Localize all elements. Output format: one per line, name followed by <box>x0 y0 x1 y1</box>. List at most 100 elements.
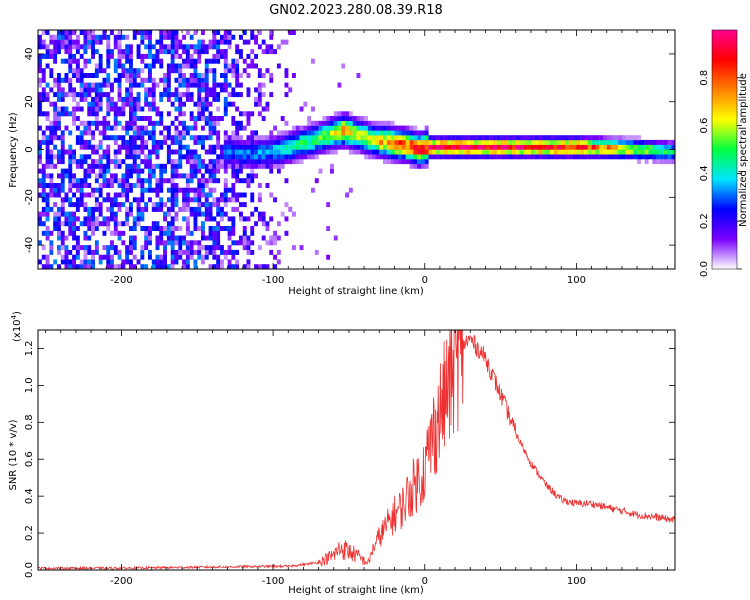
spectrogram-cell <box>106 73 111 78</box>
spectrogram-cell <box>383 135 387 141</box>
spectrogram-cell <box>405 130 410 136</box>
spectrogram-cell <box>254 159 258 165</box>
spectrogram-cell <box>235 168 240 174</box>
spectrogram-cell <box>580 135 585 141</box>
spectrogram-cell <box>637 139 641 145</box>
spectrogram-cell <box>144 163 149 169</box>
spectrogram-cell <box>144 144 149 150</box>
spectrogram-cell <box>618 139 622 145</box>
spectrogram-cell <box>462 135 467 141</box>
spectrogram-cell <box>87 192 92 198</box>
spectrogram-cell <box>151 106 156 112</box>
spectrogram-cell <box>367 125 372 131</box>
spectrogram-cell <box>223 87 228 93</box>
spectrogram-cell <box>428 154 433 160</box>
spectrogram-cell <box>618 154 622 160</box>
spectrogram-cell <box>254 173 258 179</box>
spectrogram-cell <box>159 96 164 102</box>
spectrogram-cell <box>94 125 99 131</box>
spectrogram-cell <box>129 249 133 255</box>
spectrogram-cell <box>201 226 205 231</box>
spectrogram-cell <box>125 49 130 55</box>
spectrogram-cell <box>189 116 194 121</box>
spectrogram-cell <box>269 249 274 255</box>
spectrogram-cell <box>417 135 422 141</box>
spectrogram-cell <box>307 135 312 141</box>
spectrogram-cell <box>83 125 88 131</box>
spectrogram-cell <box>504 135 509 141</box>
spectrogram-cell <box>197 254 202 260</box>
spectrogram-cell <box>220 159 224 165</box>
spectrogram-cell <box>185 125 190 131</box>
spectrogram-cell <box>257 68 262 74</box>
spectrogram-cell <box>185 44 190 50</box>
spectrogram-cell <box>405 135 410 141</box>
spectrogram-cell <box>257 144 262 150</box>
spectrogram-cell <box>185 221 190 227</box>
spectrogram-cell <box>542 154 547 160</box>
spectrogram-cell <box>185 130 190 136</box>
spectrogram-cell <box>102 173 107 179</box>
spectrogram-cell <box>163 230 167 236</box>
spectrogram-cell <box>125 87 130 93</box>
spectrogram-cell <box>307 149 312 155</box>
spectrogram-cell <box>148 187 152 193</box>
spectrogram-cell <box>311 149 315 155</box>
spectrogram-cell <box>178 235 183 241</box>
spectrogram-cell <box>38 144 42 150</box>
spectrogram-cell <box>144 235 149 241</box>
spectrogram-cell <box>94 149 99 155</box>
spectrogram-cell <box>193 216 198 222</box>
spectrogram-cell <box>182 44 186 50</box>
spectrogram-cell <box>125 192 130 198</box>
spectrogram-cell <box>371 139 376 145</box>
spectrogram-cell <box>83 216 88 222</box>
spectrogram-cell <box>246 154 251 160</box>
spectrogram-cell <box>201 125 205 131</box>
spectrogram-cell <box>193 173 198 179</box>
spectrogram-cell <box>314 130 319 136</box>
spectrogram-cell <box>129 240 133 246</box>
spectrogram-cell <box>257 163 262 169</box>
spectrogram-cell <box>223 77 228 83</box>
spectrogram-cell <box>113 125 118 131</box>
spectrogram-cell <box>485 139 490 145</box>
spectrogram-cell <box>292 149 296 155</box>
spectrogram-cell <box>68 30 73 35</box>
spectrogram-cell <box>246 149 251 155</box>
spectrogram-cell <box>144 139 149 145</box>
spectrogram-cell <box>182 125 186 131</box>
colorbar-ticks: 0.00.20.40.60.8 <box>699 70 742 277</box>
snr-y-tick-label: 0.6 <box>24 451 35 467</box>
spectrogram-cell <box>500 144 505 150</box>
spectrogram-cell <box>72 111 76 117</box>
spectrogram-cell <box>417 154 422 160</box>
spectrogram-cell <box>595 154 600 160</box>
spectrogram-cell <box>41 111 46 117</box>
spectrogram-cell <box>504 149 509 155</box>
spectrogram-cell <box>246 249 251 255</box>
spectrogram-cell <box>333 235 338 241</box>
spectrogram-cell <box>223 187 228 193</box>
spectrogram-cell <box>117 192 122 198</box>
spectrogram-cell <box>166 154 171 160</box>
spectrogram-cell <box>49 68 54 74</box>
spectrogram-cell <box>159 264 164 269</box>
spectrogram-cell <box>663 139 668 145</box>
spectrogram-cell <box>326 116 331 121</box>
spectrogram-cell <box>409 149 414 155</box>
spectrogram-cell <box>201 96 205 102</box>
spectrogram-cell <box>170 163 175 169</box>
spectrogram-cell <box>231 144 236 150</box>
spectrogram-cell <box>220 206 224 212</box>
spectrogram-cell <box>193 120 198 126</box>
spectrogram-cell <box>197 159 202 165</box>
spectrogram-cell <box>129 211 133 217</box>
spectrogram-cell <box>155 206 160 212</box>
spectrogram-cell <box>159 130 164 136</box>
spectrogram-cell <box>557 139 562 145</box>
spectrogram-cell <box>136 135 141 141</box>
spectrogram-cell <box>129 139 133 145</box>
spectrogram-cell <box>208 202 213 208</box>
